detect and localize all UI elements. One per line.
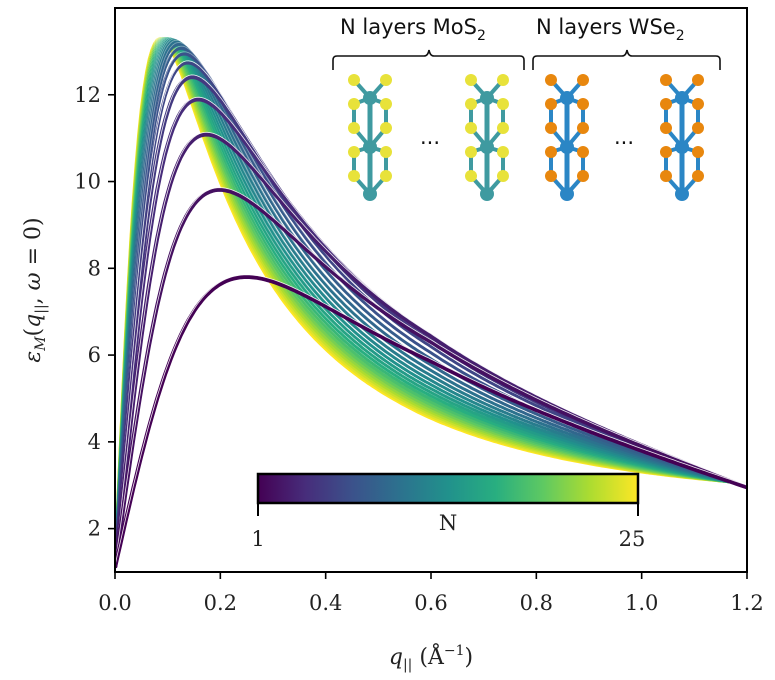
metal-atom	[675, 91, 689, 105]
series-line-N11	[115, 39, 747, 568]
y-tick-label: 8	[88, 256, 101, 280]
colorbar: 1 25 N	[251, 472, 646, 551]
series-line-N2	[115, 187, 747, 568]
chalcogen-atom	[577, 122, 589, 134]
y-tick-label: 10	[74, 170, 101, 194]
metal-atom	[675, 187, 689, 201]
metal-atom	[480, 187, 494, 201]
chalcogen-atom	[692, 98, 704, 110]
inset-label-mos2: N layers MoS2	[340, 15, 486, 44]
series-separator-N3	[115, 131, 747, 566]
chalcogen-atom	[660, 146, 672, 158]
molecule-drawings	[348, 74, 704, 201]
chalcogen-atom	[465, 98, 477, 110]
mos2-structure-left	[348, 74, 392, 201]
chalcogen-atom	[660, 74, 672, 86]
chalcogen-atom	[545, 98, 557, 110]
y-axis-title: εM(q||, ω = 0)	[21, 217, 49, 362]
y-tick-label: 2	[88, 517, 101, 541]
chalcogen-atom	[660, 170, 672, 182]
wse2-structure-right	[660, 74, 704, 201]
x-tick-label: 0.0	[98, 591, 131, 615]
chalcogen-atom	[465, 170, 477, 182]
metal-atom	[560, 91, 574, 105]
x-tick-label: 0.8	[520, 591, 553, 615]
chalcogen-atom	[660, 122, 672, 134]
chalcogen-atom	[465, 74, 477, 86]
chalcogen-atom	[497, 170, 509, 182]
chalcogen-atom	[497, 98, 509, 110]
series-line-N1	[115, 275, 747, 569]
chalcogen-atom	[348, 74, 360, 86]
metal-atom	[560, 187, 574, 201]
chalcogen-atom	[692, 122, 704, 134]
metal-atom	[560, 140, 574, 154]
chalcogen-atom	[380, 98, 392, 110]
x-axis-title: q|| (Å−1)	[389, 642, 473, 673]
x-tick-label: 1.0	[625, 591, 658, 615]
chalcogen-atom	[497, 122, 509, 134]
colorbar-title: N	[439, 511, 457, 535]
x-tick-label: 0.2	[204, 591, 237, 615]
colorbar-gradient	[256, 472, 640, 505]
metal-atom	[480, 91, 494, 105]
x-tick-label: 1.2	[730, 591, 763, 615]
chalcogen-atom	[692, 170, 704, 182]
chalcogen-atom	[380, 74, 392, 86]
chalcogen-atom	[465, 146, 477, 158]
chalcogen-atom	[380, 122, 392, 134]
chalcogen-atom	[545, 122, 557, 134]
y-tick-label: 12	[74, 83, 101, 107]
y-tick-label: 4	[88, 430, 101, 454]
axis-ticks: 0.0 0.2 0.4 0.6 0.8 1.0 1.2 2 4 6 8 10 12	[74, 83, 763, 615]
x-tick-label: 0.4	[309, 591, 342, 615]
chalcogen-atom	[577, 74, 589, 86]
y-tick-label: 6	[88, 343, 101, 367]
series-separator-N2	[115, 187, 747, 566]
chalcogen-atom	[545, 170, 557, 182]
colorbar-max-label: 25	[619, 527, 646, 551]
chalcogen-atom	[577, 170, 589, 182]
mos2-ellipsis: ...	[420, 125, 440, 149]
chalcogen-atom	[660, 98, 672, 110]
mos2-structure-right	[465, 74, 509, 201]
series-group	[115, 35, 747, 569]
chalcogen-atom	[692, 74, 704, 86]
chalcogen-atom	[465, 122, 477, 134]
chalcogen-atom	[348, 98, 360, 110]
x-tick-label: 0.6	[414, 591, 447, 615]
chalcogen-atom	[348, 122, 360, 134]
series-line-N9	[115, 43, 747, 568]
metal-atom	[363, 140, 377, 154]
wse2-ellipsis: ...	[614, 125, 634, 149]
inset-label-wse2: N layers WSe2	[536, 15, 685, 44]
metal-atom	[480, 140, 494, 154]
chalcogen-atom	[577, 146, 589, 158]
series-separator-N1	[115, 274, 747, 566]
chalcogen-atom	[348, 170, 360, 182]
chalcogen-atom	[692, 146, 704, 158]
metal-atom	[363, 187, 377, 201]
chalcogen-atom	[380, 146, 392, 158]
chalcogen-atom	[545, 74, 557, 86]
colorbar-min-label: 1	[251, 527, 264, 551]
metal-atom	[363, 91, 377, 105]
wse2-structure-left	[545, 74, 589, 201]
chalcogen-atom	[545, 146, 557, 158]
chalcogen-atom	[497, 74, 509, 86]
chalcogen-atom	[577, 98, 589, 110]
chalcogen-atom	[348, 146, 360, 158]
chalcogen-atom	[380, 170, 392, 182]
mos2-brace	[332, 49, 525, 70]
chalcogen-atom	[497, 146, 509, 158]
wse2-brace	[532, 49, 721, 70]
structure-inset: N layers MoS2 N layers WSe2 ... ...	[332, 15, 721, 201]
metal-atom	[675, 140, 689, 154]
